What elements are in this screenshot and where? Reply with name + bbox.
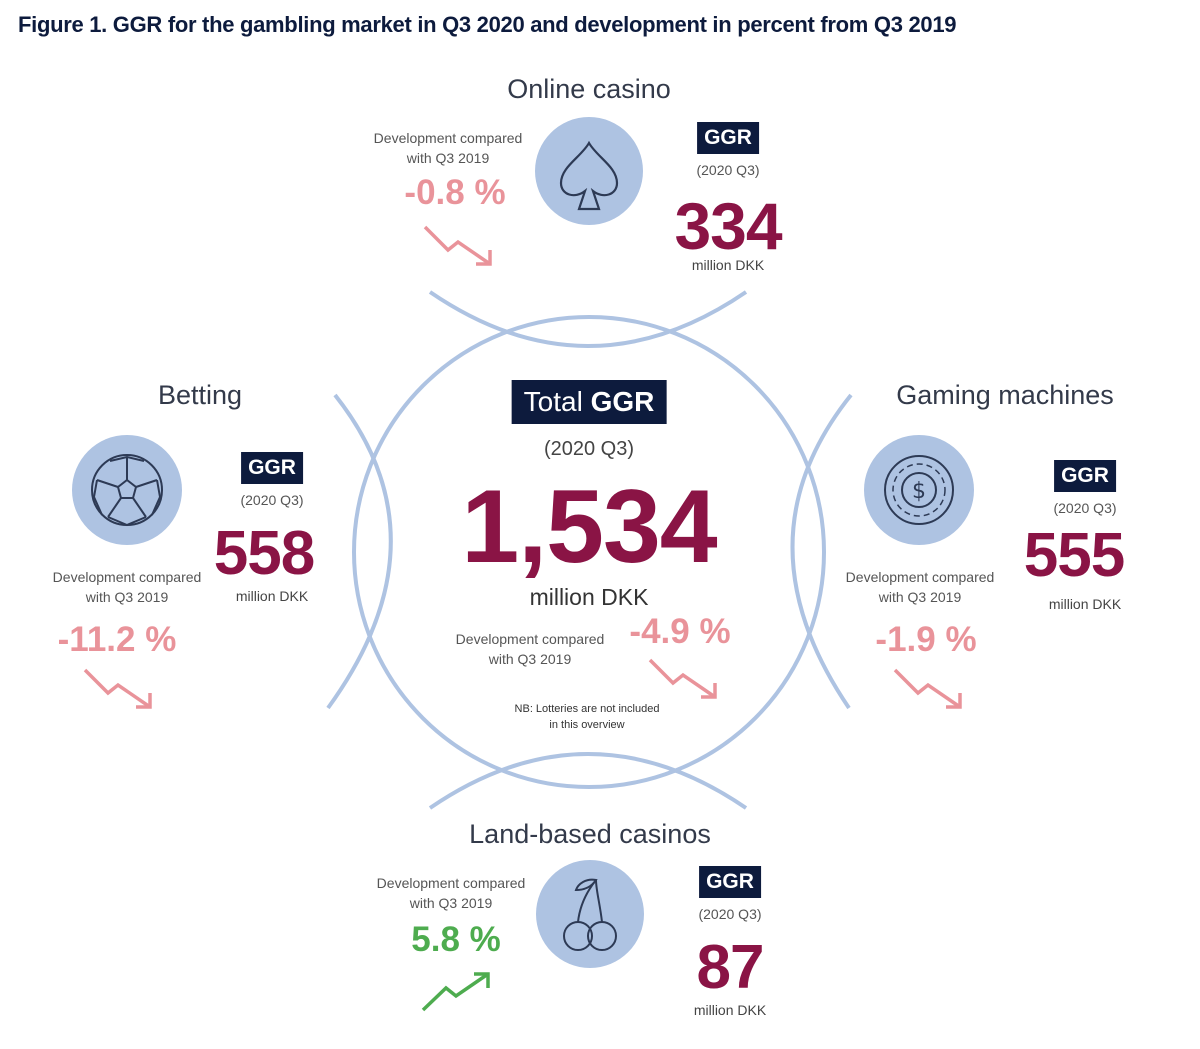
lotteries-note: NB: Lotteries are not included in this o… (515, 701, 660, 733)
gaming-change-pct: -1.9 % (875, 620, 977, 659)
total-dev-label-1: Development compared (455, 631, 605, 647)
betting-dev-label-2: with Q3 2019 (85, 589, 169, 605)
betting-period: (2020 Q3) (240, 492, 304, 508)
betting-ggr-badge: GGR (241, 452, 303, 484)
online-casino-icon-circle (535, 117, 643, 225)
gaming-icon-circle: $ (864, 435, 974, 545)
gaming-period: (2020 Q3) (1053, 500, 1117, 516)
gaming-dev-label: Development compared with Q3 2019 (846, 567, 995, 607)
betting-dev-label-1: Development compared (52, 569, 202, 585)
gaming-value: 555 (1023, 521, 1125, 590)
online-period: (2020 Q3) (696, 162, 760, 178)
gaming-unit: million DKK (1048, 596, 1122, 612)
total-dev-label: Development compared with Q3 2019 (456, 629, 605, 669)
top-arc (428, 290, 748, 348)
lotteries-note-1: NB: Lotteries are not included (514, 703, 660, 715)
land-ggr-badge: GGR (699, 866, 761, 898)
betting-change-pct: -11.2 % (57, 620, 177, 659)
left-arc (326, 393, 393, 710)
total-change-pct: -4.9 % (629, 612, 731, 651)
svg-text:$: $ (912, 479, 926, 504)
cherries-icon (563, 878, 617, 951)
land-casino-icon-circle (536, 860, 644, 968)
total-down-arrow-icon (648, 658, 717, 699)
land-period: (2020 Q3) (698, 906, 762, 922)
betting-unit: million DKK (235, 588, 309, 604)
right-arc (790, 393, 853, 710)
gaming-dev-label-2: with Q3 2019 (878, 589, 962, 605)
online-value: 334 (674, 189, 782, 263)
online-ggr-badge: GGR (697, 122, 759, 154)
football-icon (91, 454, 163, 527)
online-dev-label: Development compared with Q3 2019 (374, 128, 523, 168)
gaming-down-arrow-icon (893, 668, 962, 709)
center-ring (352, 315, 826, 789)
total-badge-prefix: Total (523, 386, 583, 417)
betting-title: Betting (157, 380, 243, 410)
online-change-pct: -0.8 % (404, 173, 506, 212)
online-dev-label-1: Development compared (373, 130, 523, 146)
figure-title: Figure 1. GGR for the gambling market in… (18, 12, 957, 37)
gaming-ggr-badge: GGR (1054, 460, 1116, 492)
online-casino-title: Online casino (507, 74, 671, 104)
land-value: 87 (696, 933, 765, 1002)
bottom-arc (428, 752, 748, 810)
betting-dev-label: Development compared with Q3 2019 (53, 567, 202, 607)
betting-down-arrow-icon (83, 668, 152, 709)
land-dev-label-2: with Q3 2019 (409, 895, 493, 911)
gaming-dev-label-1: Development compared (845, 569, 995, 585)
land-dev-label: Development compared with Q3 2019 (377, 873, 526, 913)
gaming-title: Gaming machines (896, 380, 1114, 410)
total-period: (2020 Q3) (543, 438, 635, 460)
land-casino-title: Land-based casinos (469, 819, 711, 849)
total-ggr-badge: Total GGR (511, 380, 667, 424)
online-dev-label-2: with Q3 2019 (406, 150, 490, 166)
total-unit: million DKK (529, 584, 649, 610)
land-up-arrow-icon (421, 972, 490, 1012)
online-unit: million DKK (691, 257, 765, 273)
betting-icon-circle (72, 435, 182, 545)
land-change-pct: 5.8 % (411, 920, 501, 959)
land-dev-label-1: Development compared (376, 875, 526, 891)
total-dev-label-2: with Q3 2019 (488, 651, 572, 667)
total-value: 1,534 (461, 469, 717, 585)
lotteries-note-2: in this overview (549, 719, 625, 731)
betting-value: 558 (213, 519, 315, 588)
total-badge-strong: GGR (590, 386, 655, 417)
spade-icon (559, 140, 619, 211)
dollar-chip-icon: $ (884, 455, 954, 525)
online-down-arrow-icon (423, 225, 492, 266)
land-unit: million DKK (693, 1002, 767, 1018)
